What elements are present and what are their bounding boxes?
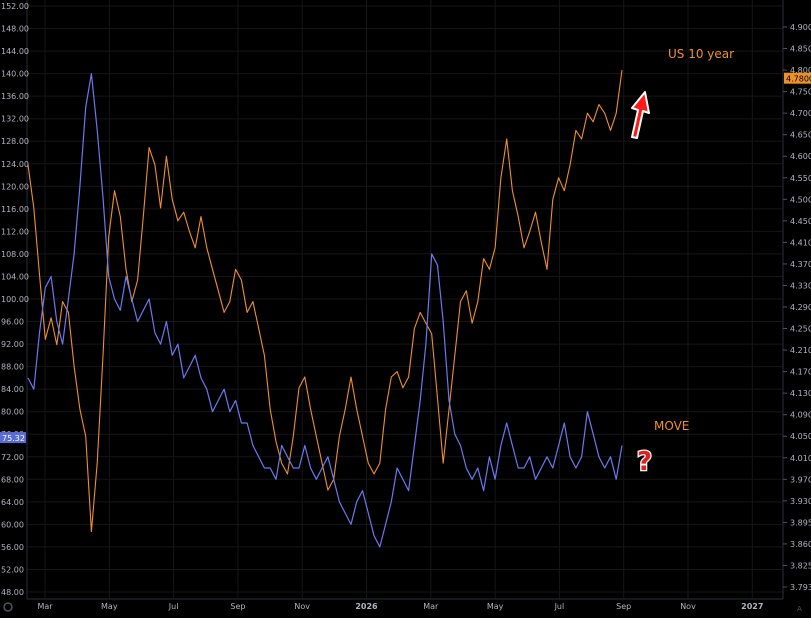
svg-text:?: ? <box>637 447 652 477</box>
left-axis-tick-label: 92.00 <box>1 340 24 349</box>
left-axis-tick-label: 84.00 <box>1 385 24 394</box>
x-axis-tick-label: Jul <box>554 602 565 611</box>
question-mark-icon: ? <box>636 446 654 479</box>
us10-annotation-label: US 10 year <box>668 47 734 61</box>
right-axis-tick-label: 4.4100 <box>790 238 811 247</box>
left-axis-tick-label: 132.00 <box>1 115 29 124</box>
right-axis-tick-label: 3.9300 <box>790 497 811 506</box>
right-axis-tick-label: 4.2500 <box>790 325 811 334</box>
right-axis-tick-label: 4.4500 <box>790 217 811 226</box>
left-axis-tick-label: 152.00 <box>1 2 29 11</box>
x-axis-tick-label: Sep <box>616 602 631 611</box>
right-axis-tick-label: 3.9700 <box>790 475 811 484</box>
x-axis-tick-label: Mar <box>423 602 439 611</box>
x-axis-tick-label: 2027 <box>741 602 763 611</box>
right-axis-tick-label: 3.8250 <box>790 561 811 570</box>
left-axis-tick-label: 136.00 <box>1 92 29 101</box>
left-axis-tick-label: 120.00 <box>1 182 29 191</box>
left-axis-tick-label: 88.00 <box>1 363 24 372</box>
x-axis-tick-label: 2026 <box>355 602 378 611</box>
right-axis-tick-label: 4.9000 <box>790 23 811 32</box>
right-axis-tick-label: 3.8950 <box>790 518 811 527</box>
right-axis-tick-label: 4.6000 <box>790 152 811 161</box>
right-axis-tick-label: 4.6500 <box>790 131 811 140</box>
us10-series-line <box>27 70 623 533</box>
us10-last-value-badge: 4.7800 <box>784 72 811 84</box>
x-axis-tick-label: Nov <box>680 602 696 611</box>
right-axis-tick-label: 4.2100 <box>790 346 811 355</box>
right-axis-tick-label: 4.5000 <box>790 195 811 204</box>
svg-text:75.32: 75.32 <box>2 434 25 443</box>
x-axis-tick-label: May <box>487 602 504 611</box>
right-axis-tick-label: 4.2900 <box>790 303 811 312</box>
left-axis-tick-label: 64.00 <box>1 498 24 507</box>
left-axis-tick-label: 144.00 <box>1 47 29 56</box>
right-axis-tick-label: 4.5500 <box>790 174 811 183</box>
time-axis[interactable]: Mar May Jul Sep Nov 2026 Mar May Jul Sep Nov 2027 <box>37 602 763 611</box>
left-axis-tick-label: 104.00 <box>1 272 29 281</box>
left-axis-tick-label: 68.00 <box>1 475 24 484</box>
svg-text:4.7800: 4.7800 <box>786 75 811 84</box>
right-axis-tick-label: 4.7500 <box>790 88 811 97</box>
left-axis-tick-label: 112.00 <box>1 227 29 236</box>
move-series-line <box>27 73 623 548</box>
right-price-axis[interactable]: 4.9000 4.8500 4.8000 4.7500 4.7000 4.6500 4.60… <box>783 23 811 592</box>
left-axis-tick-label: 148.00 <box>1 25 29 34</box>
right-axis-tick-label: 4.7000 <box>790 109 811 118</box>
left-axis-tick-label: 124.00 <box>1 160 29 169</box>
x-axis-tick-label: Mar <box>37 602 53 611</box>
x-axis-tick-label: Nov <box>294 602 310 611</box>
right-axis-tick-label: 3.7930 <box>790 583 811 592</box>
left-axis-tick-label: 140.00 <box>1 70 29 79</box>
left-axis-tick-label: 60.00 <box>1 520 24 529</box>
auto-scale-icon[interactable]: A <box>797 605 802 613</box>
right-axis-tick-label: 4.1300 <box>790 389 811 398</box>
x-axis-tick-label: Sep <box>230 602 245 611</box>
grid-layer <box>27 0 783 599</box>
right-axis-tick-label: 3.8600 <box>790 540 811 549</box>
svg-text:A: A <box>797 605 802 613</box>
gear-icon[interactable] <box>3 602 13 612</box>
right-axis-tick-label: 4.3700 <box>790 260 811 269</box>
move-annotation-label: MOVE <box>654 419 689 433</box>
left-price-axis[interactable]: 152.00 148.00 144.00 140.00 136.00 132.00 128.… <box>1 2 29 597</box>
left-axis-tick-label: 96.00 <box>1 318 24 327</box>
series-layer <box>27 70 623 548</box>
left-axis-tick-label: 116.00 <box>1 205 29 214</box>
right-axis-tick-label: 4.1700 <box>790 368 811 377</box>
x-axis-tick-label: May <box>101 602 118 611</box>
right-axis-tick-label: 4.0500 <box>790 432 811 441</box>
left-axis-tick-label: 72.00 <box>1 453 24 462</box>
left-axis-tick-label: 56.00 <box>1 543 24 552</box>
x-axis-tick-label: Jul <box>168 602 179 611</box>
right-axis-tick-label: 4.8500 <box>790 45 811 54</box>
left-axis-tick-label: 80.00 <box>1 408 24 417</box>
right-axis-tick-label: 4.0900 <box>790 411 811 420</box>
left-axis-tick-label: 100.00 <box>1 295 29 304</box>
left-axis-tick-label: 128.00 <box>1 137 29 146</box>
right-axis-tick-label: 4.3300 <box>790 281 811 290</box>
right-axis-tick-label: 4.8000 <box>790 66 811 75</box>
up-arrow-icon <box>631 91 650 139</box>
move-last-value-badge: 75.32 <box>0 432 26 444</box>
left-axis-tick-label: 52.00 <box>1 565 24 574</box>
left-axis-tick-label: 108.00 <box>1 250 29 259</box>
left-axis-tick-label: 48.00 <box>1 588 24 597</box>
